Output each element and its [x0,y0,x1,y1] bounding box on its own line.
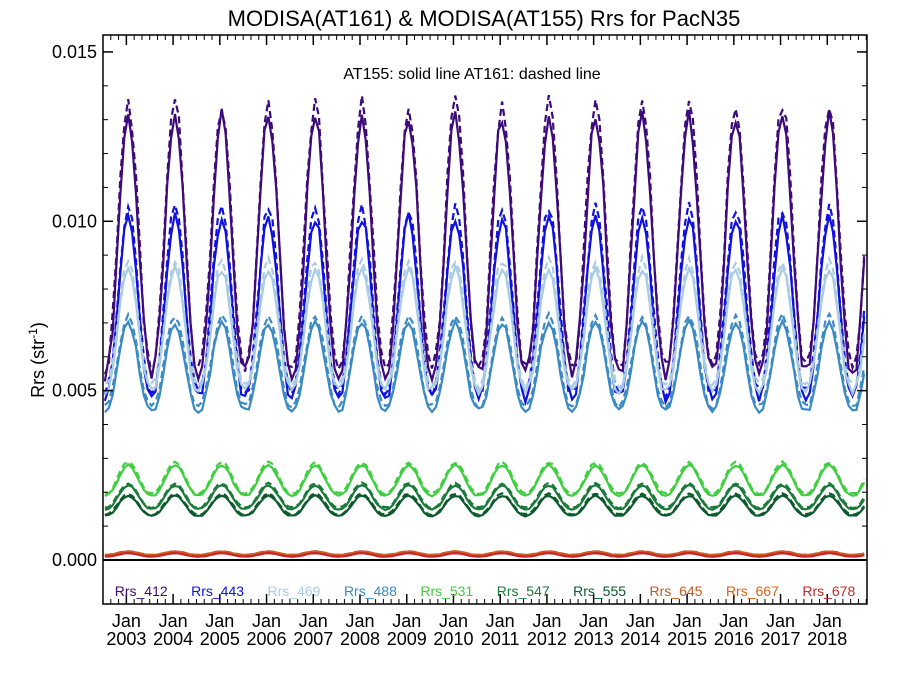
x-tick-year: 2003 [106,629,146,649]
x-tick-year: 2007 [293,629,333,649]
x-tick-year: 2014 [620,629,660,649]
x-tick-month: Jan [345,611,374,631]
x-tick-year: 2013 [574,629,614,649]
series-line-rrs-678-at161 [104,551,865,558]
axes-layer: 0.0000.0050.0100.015Jan2003Jan2004Jan200… [52,35,867,649]
x-tick-month: Jan [205,611,234,631]
x-tick-month: Jan [439,611,468,631]
y-axis-label: Rrs (str-1) [26,322,48,398]
x-tick-year: 2006 [247,629,287,649]
x-tick-year: 2004 [153,629,193,649]
x-tick-year: 2012 [527,629,567,649]
x-tick-month: Jan [579,611,608,631]
x-tick-month: Jan [673,611,702,631]
legend-entry-rrs-678: Rrs_678 [802,583,855,599]
legend-entry-rrs-469: Rrs_469 [268,583,321,599]
x-tick-month: Jan [252,611,281,631]
x-tick-year: 2018 [807,629,847,649]
legend-entry-rrs-555: Rrs_555 [573,583,626,599]
series-layer [103,94,867,561]
legend-entry-rrs-443: Rrs_443 [191,583,244,599]
legend-entry-rrs-531: Rrs_531 [420,583,473,599]
x-tick-month: Jan [719,611,748,631]
x-tick-year: 2008 [340,629,380,649]
legend-entry-rrs-667: Rrs_667 [726,583,779,599]
x-tick-month: Jan [159,611,188,631]
legend-entry-rrs-547: Rrs_547 [497,583,550,599]
series-line-rrs-531-at155 [104,462,866,498]
x-tick-month: Jan [392,611,421,631]
y-tick-label: 0.015 [52,42,97,62]
x-tick-month: Jan [766,611,795,631]
y-tick-label: 0.005 [52,381,97,401]
y-tick-label: 0.010 [52,211,97,231]
x-tick-year: 2011 [481,629,520,649]
series-line-rrs-531-at161 [104,460,866,496]
x-tick-month: Jan [112,611,141,631]
x-tick-month: Jan [532,611,561,631]
series-line-rrs-547-at161 [104,481,866,510]
line-style-annotation: AT155: solid line AT161: dashed line [343,66,600,83]
x-tick-year: 2016 [714,629,754,649]
legend-entry-rrs-645: Rrs_645 [650,583,703,599]
series-line-rrs-412-at161 [103,94,866,375]
x-tick-year: 2005 [200,629,240,649]
series-line-rrs-469-at161 [104,252,866,393]
x-tick-year: 2009 [387,629,427,649]
x-tick-month: Jan [813,611,842,631]
y-tick-label: 0.000 [52,550,97,570]
chart-title: MODISA(AT161) & MODISA(AT155) Rrs for Pa… [228,6,741,31]
series-line-rrs-555-at161 [104,491,866,517]
legend-entry-rrs-412: Rrs_412 [115,583,168,599]
legend: Rrs_412 Rrs_443 Rrs_469 Rrs_488 Rrs_531 Rrs_5… [115,583,856,599]
x-tick-year: 2017 [761,629,801,649]
x-tick-year: 2010 [433,629,473,649]
x-tick-year: 2015 [667,629,707,649]
x-tick-month: Jan [626,611,655,631]
x-tick-month: Jan [299,611,328,631]
x-tick-month: Jan [486,611,515,631]
legend-entry-rrs-488: Rrs_488 [344,583,397,599]
series-line-rrs-488-at161 [104,310,866,411]
